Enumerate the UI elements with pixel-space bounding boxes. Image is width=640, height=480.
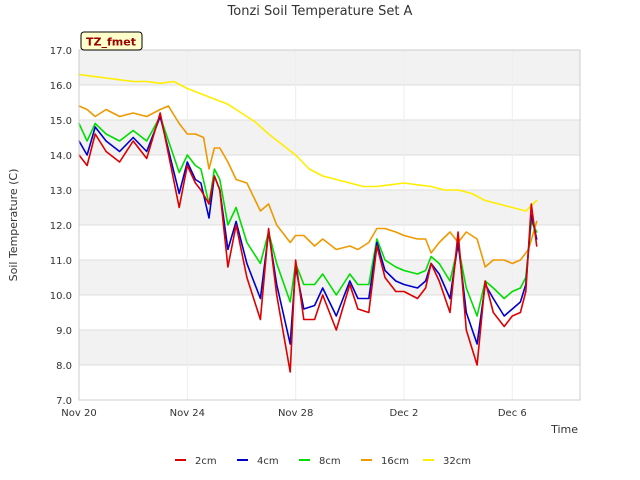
plot-band — [79, 85, 580, 120]
y-tick-label: 12.0 — [50, 221, 72, 232]
plot-frame — [78, 49, 581, 401]
legend-label-4cm: 4cm — [257, 456, 279, 467]
y-tick-label: 14.0 — [50, 151, 72, 162]
y-tick-label: 16.0 — [50, 81, 72, 92]
legend-label-2cm: 2cm — [195, 456, 217, 467]
chart-title: Tonzi Soil Temperature Set A — [227, 4, 413, 19]
plot-band — [79, 365, 580, 400]
plot-band — [79, 190, 580, 225]
series-line-16cm — [78, 105, 538, 268]
y-tick-label: 7.0 — [56, 396, 72, 407]
x-tick-label: Dec 2 — [390, 408, 419, 419]
series-line-32cm — [78, 73, 538, 212]
y-tick-label: 10.0 — [50, 291, 72, 302]
y-axis-label: Soil Temperature (C) — [7, 169, 20, 282]
annotation-box: TZ_fmet — [80, 31, 143, 51]
legend-label-32cm: 32cm — [443, 456, 471, 467]
plot-band — [79, 155, 580, 190]
y-tick-label: 8.0 — [56, 361, 72, 372]
legend-label-16cm: 16cm — [381, 456, 409, 467]
legend-label-8cm: 8cm — [319, 456, 341, 467]
plot-background — [79, 50, 580, 400]
x-tick-label: Nov 24 — [170, 408, 205, 419]
annotation-label: TZ_fmet — [86, 36, 136, 49]
legend: 2cm 4cm 8cm 16cm 32cm — [175, 456, 471, 467]
y-tick-label: 11.0 — [50, 256, 72, 267]
y-tick-label: 9.0 — [56, 326, 72, 337]
x-tick-label: Dec 6 — [498, 408, 527, 419]
plot-band — [79, 120, 580, 155]
plot-band — [79, 50, 580, 85]
x-tick-labels: Nov 20 Nov 24 Nov 28 Dec 2 Dec 6 — [61, 408, 526, 419]
x-tick-label: Nov 20 — [61, 408, 96, 419]
y-tick-label: 13.0 — [50, 186, 72, 197]
data-series — [78, 73, 538, 373]
y-tick-label: 17.0 — [50, 46, 72, 57]
series-line-8cm — [78, 115, 538, 317]
x-tick-label: Nov 28 — [278, 408, 313, 419]
plot-band — [79, 330, 580, 365]
series-line-4cm — [78, 115, 538, 345]
series-line-2cm — [78, 112, 538, 373]
y-tick-label: 15.0 — [50, 116, 72, 127]
plot-band — [79, 260, 580, 295]
x-axis-label: Time — [550, 423, 578, 436]
y-tick-labels: 7.0 8.0 9.0 10.0 11.0 12.0 13.0 14.0 15.0 16.0 17.… — [50, 46, 72, 407]
plot-band — [79, 225, 580, 260]
